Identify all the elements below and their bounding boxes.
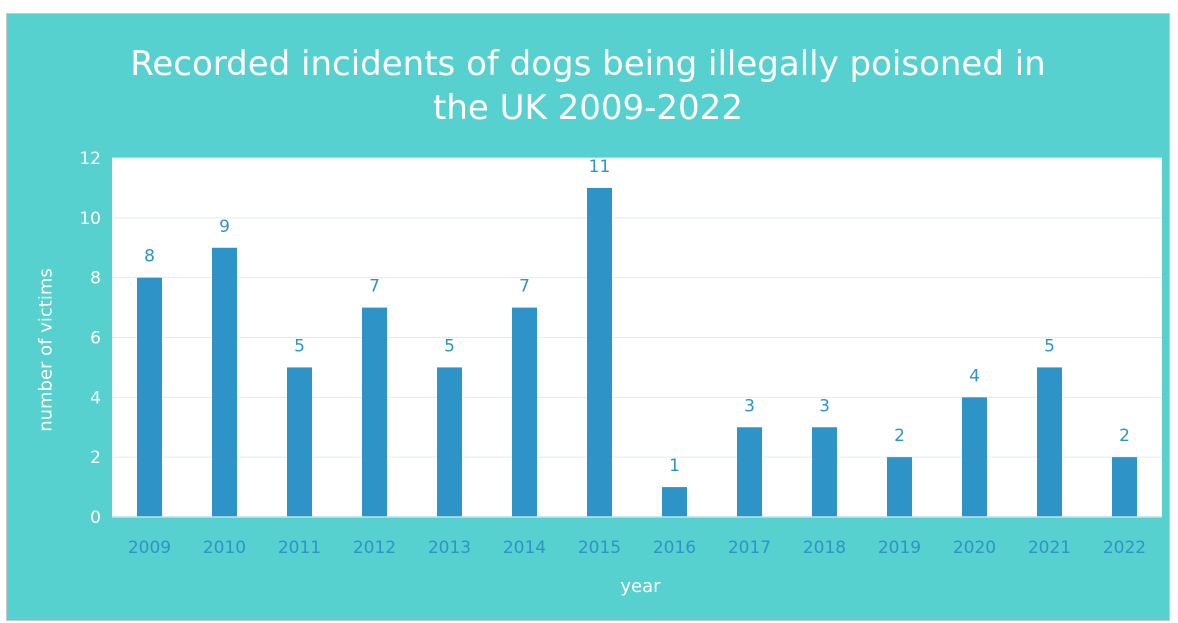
data-label: 5 <box>1044 336 1055 356</box>
bar <box>287 367 312 517</box>
y-tick-label: 0 <box>90 508 101 528</box>
x-tick-label: 2019 <box>878 538 921 558</box>
bar <box>662 487 687 517</box>
x-tick-label: 2020 <box>953 538 996 558</box>
data-label: 7 <box>369 277 380 297</box>
data-label: 2 <box>894 426 905 446</box>
bar <box>587 187 612 517</box>
x-axis-label: year <box>620 576 661 597</box>
bar <box>212 247 237 517</box>
bar <box>812 427 837 517</box>
data-label: 11 <box>589 157 611 177</box>
bar <box>887 457 912 517</box>
chart-title-line-1: Recorded incidents of dogs being illegal… <box>130 44 1046 84</box>
data-label: 2 <box>1119 426 1130 446</box>
y-tick-label: 4 <box>90 388 101 408</box>
bar <box>737 427 762 517</box>
x-tick-label: 2014 <box>503 538 546 558</box>
bar <box>1037 367 1062 517</box>
y-tick-label: 6 <box>90 329 101 349</box>
data-label: 3 <box>819 396 830 416</box>
data-label: 5 <box>444 336 455 356</box>
x-tick-label: 2018 <box>803 538 846 558</box>
bar <box>962 397 987 517</box>
y-tick-label: 2 <box>90 448 101 468</box>
data-label: 4 <box>969 366 980 386</box>
data-label: 1 <box>669 456 680 476</box>
y-tick-label: 8 <box>90 269 101 289</box>
x-tick-label: 2015 <box>578 538 621 558</box>
bar <box>1112 457 1137 517</box>
x-tick-label: 2011 <box>278 538 321 558</box>
x-tick-label: 2009 <box>128 538 171 558</box>
x-tick-label: 2017 <box>728 538 771 558</box>
bar <box>137 277 162 517</box>
bar <box>512 307 537 517</box>
x-tick-label: 2022 <box>1103 538 1146 558</box>
x-tick-label: 2016 <box>653 538 696 558</box>
data-label: 9 <box>219 217 230 237</box>
chart-frame: Recorded incidents of dogs being illegal… <box>6 13 1170 621</box>
bar-chart: 0246810128200992010520117201252013720141… <box>79 149 1162 558</box>
bar <box>362 307 387 517</box>
x-tick-label: 2013 <box>428 538 471 558</box>
data-label: 8 <box>144 247 155 267</box>
chart-title: Recorded incidents of dogs being illegal… <box>7 42 1169 130</box>
x-tick-label: 2012 <box>353 538 396 558</box>
x-tick-label: 2021 <box>1028 538 1071 558</box>
y-axis-label: number of victims <box>35 268 57 432</box>
x-tick-label: 2010 <box>203 538 246 558</box>
y-tick-label: 10 <box>79 209 101 229</box>
data-label: 5 <box>294 336 305 356</box>
bar <box>437 367 462 517</box>
data-label: 3 <box>744 396 755 416</box>
y-tick-label: 12 <box>79 149 101 169</box>
chart-title-line-2: the UK 2009-2022 <box>433 88 743 128</box>
data-label: 7 <box>519 277 530 297</box>
